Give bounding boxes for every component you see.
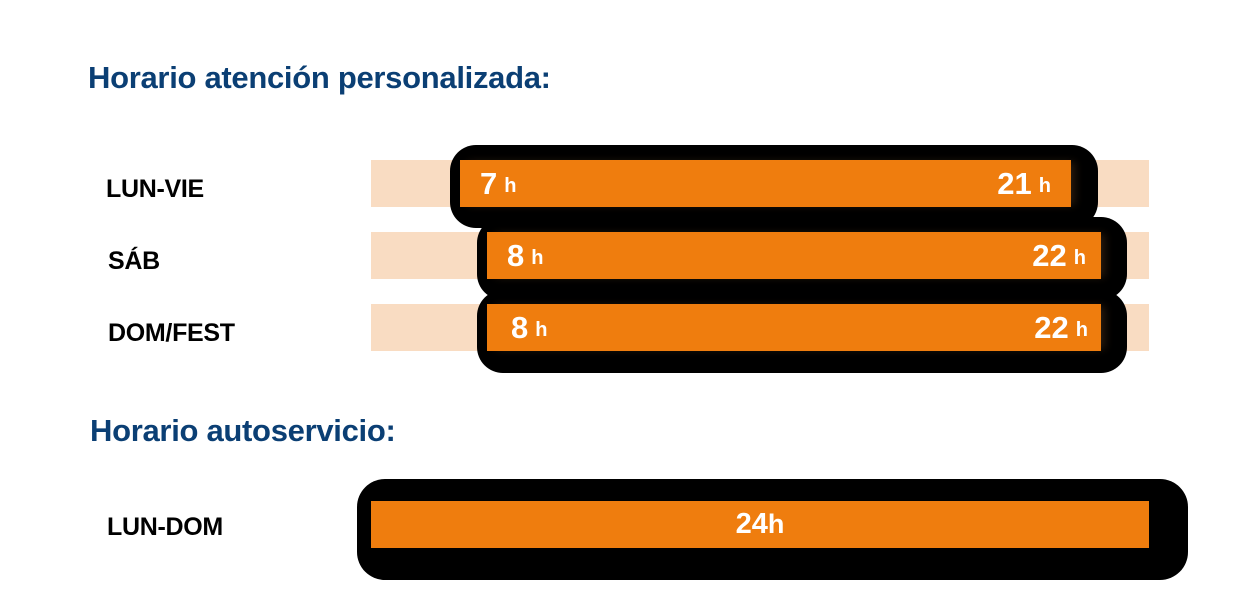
close-time: 22 h: [1032, 237, 1086, 273]
row-label: LUN-VIE: [106, 175, 204, 203]
close-time: 22 h: [1034, 309, 1088, 345]
row-label: SÁB: [108, 247, 160, 275]
row-label: DOM/FEST: [108, 319, 235, 347]
all-day-label: 24 h: [735, 508, 785, 540]
section-title-self-service: Horario autoservicio:: [90, 413, 396, 448]
section-title-personalized: Horario atención personalizada:: [88, 60, 551, 95]
row-label: LUN-DOM: [107, 513, 223, 541]
open-hours-bar: 24 h: [371, 501, 1149, 548]
close-time: 21 h: [997, 165, 1051, 201]
